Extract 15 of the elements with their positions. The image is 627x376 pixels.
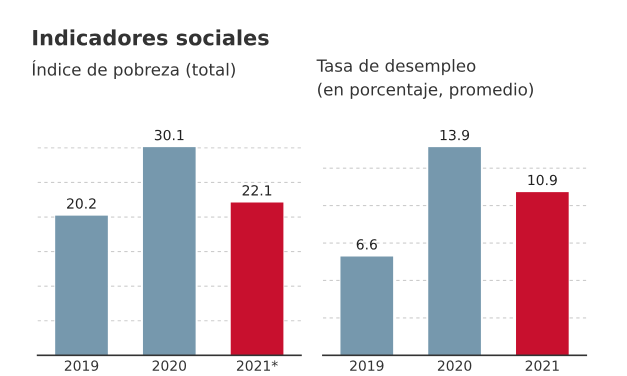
- x-tick-label: 2020: [152, 360, 186, 371]
- x-tick-label: 2019: [350, 360, 384, 371]
- x-tick-label: 2020: [438, 360, 472, 371]
- x-tick-label: 2019: [64, 360, 98, 371]
- data-label: 20.2: [67, 198, 96, 209]
- data-label: 22.1: [242, 185, 272, 196]
- x-tick-label: 2021: [526, 360, 559, 371]
- chart-title: Indicadores sociales: [33, 29, 269, 46]
- chart-title: Tasa de desempleo (en porcentaje, promedio): [316, 59, 533, 99]
- data-label: 10.9: [528, 174, 557, 186]
- x-tick-label: 2021*: [236, 360, 278, 371]
- data-label: 6.6: [356, 239, 377, 250]
- chart-subtitle: Índice de pobreza (total): [32, 60, 235, 80]
- data-label: 30.1: [154, 130, 184, 140]
- data-label: 13.9: [440, 130, 470, 140]
